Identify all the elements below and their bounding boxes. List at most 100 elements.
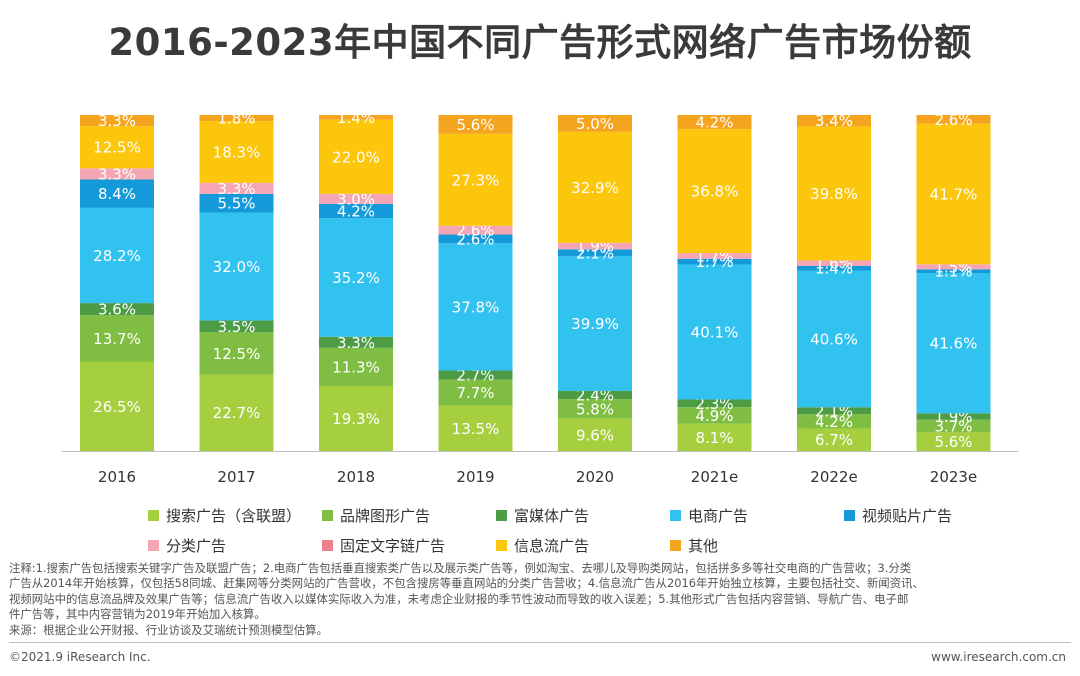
bottom-divider [9, 642, 1071, 643]
data-label: 2.6% [456, 222, 494, 240]
bar-segment [80, 168, 154, 180]
bar-segment [438, 405, 513, 451]
legend-label: 视频贴片广告 [862, 507, 953, 525]
data-label: 11.3% [332, 358, 380, 376]
bar-segment [558, 115, 632, 132]
legend-swatch [496, 510, 507, 521]
bar-segment [797, 126, 871, 261]
data-label: 26.5% [93, 398, 141, 416]
bar-segment [558, 242, 632, 250]
data-label: 2.4% [576, 387, 614, 405]
x-tick-label: 2022e [810, 468, 857, 486]
bar-segment [438, 379, 513, 406]
bar-segment [677, 253, 752, 259]
legend-item: 电商广告 [670, 505, 748, 526]
bar-segment [319, 193, 393, 204]
bar-segment [797, 115, 871, 127]
bar-segment [558, 131, 632, 243]
bar-segment [438, 115, 513, 134]
data-label: 41.7% [930, 186, 978, 204]
legend-swatch [148, 510, 159, 521]
data-label: 3.5% [217, 318, 255, 336]
footnote: 注释:1.搜索广告包括搜索关键字广告及联盟广告；2.电商广告包括垂直搜索类广告以… [9, 561, 1069, 638]
bar-segment [797, 414, 871, 429]
bar-segment [916, 413, 991, 420]
bar-segment [199, 320, 274, 333]
bar-segment [677, 399, 752, 408]
bar-segment [80, 361, 154, 451]
bar-segment [199, 193, 274, 213]
x-tick-label: 2023e [930, 468, 977, 486]
bar-segment [438, 234, 513, 244]
data-label: 3.3% [98, 165, 136, 183]
bar-segment [916, 269, 991, 274]
bar-segment [916, 432, 991, 451]
legend-label: 其他 [688, 537, 719, 555]
footnote-line: 件广告等，其中内容营销为2019年开始加入核算。 [9, 607, 266, 622]
bar-segment [199, 182, 274, 194]
data-label: 12.5% [93, 139, 141, 157]
data-label: 3.3% [337, 334, 375, 352]
legend-item: 搜索广告（含联盟） [148, 505, 301, 526]
data-label: 13.7% [93, 330, 141, 348]
data-label: 22.7% [213, 404, 261, 422]
data-label: 6.7% [815, 431, 853, 449]
x-tick-label: 2019 [456, 468, 494, 486]
legend-swatch [148, 540, 159, 551]
footnote-line: 注释:1.搜索广告包括搜索关键字广告及联盟广告；2.电商广告包括垂直搜索类广告以… [9, 561, 912, 575]
bar-segment [80, 126, 154, 169]
bar-segment [677, 407, 752, 424]
bar-segment [80, 303, 154, 316]
x-tick-label: 2017 [217, 468, 255, 486]
data-label: 3.4% [815, 112, 853, 130]
data-label: 18.3% [213, 143, 261, 161]
bar-segment [80, 207, 154, 304]
data-label: 36.8% [691, 183, 739, 201]
bar-segment [677, 423, 752, 451]
data-label: 2.6% [456, 230, 494, 248]
bar-segment [319, 385, 393, 451]
data-label: 4.9% [695, 407, 733, 425]
data-label: 1.8% [217, 110, 255, 128]
website-url: www.iresearch.com.cn [931, 650, 1066, 664]
data-label: 40.1% [691, 323, 739, 341]
legend-item: 固定文字链广告 [322, 535, 445, 556]
legend-label: 品牌图形广告 [340, 507, 431, 525]
bar-segment [916, 115, 991, 124]
bar-segment [438, 370, 513, 380]
source-line: 来源：根据企业公开财报、行业访谈及艾瑞统计预测模型估算。 [9, 622, 328, 637]
data-label: 3.0% [337, 190, 375, 208]
data-label: 39.8% [810, 185, 858, 203]
data-label: 3.6% [98, 301, 136, 319]
legend-item: 视频贴片广告 [844, 505, 952, 526]
legend-label: 电商广告 [688, 507, 749, 525]
data-label: 12.5% [213, 345, 261, 363]
bar-segment [558, 249, 632, 257]
data-label: 7.7% [456, 384, 494, 402]
legend-label: 搜索广告（含联盟） [166, 507, 302, 525]
data-label: 8.1% [695, 429, 733, 447]
bar-segment [797, 407, 871, 415]
stacked-bar-chart: 26.5% 13.7% 3.6% 28.2% 8.4% 3.3% 12.5% 3.3% 2016… [62, 109, 1018, 486]
legend-label: 分类广告 [166, 537, 227, 555]
data-label: 8.4% [98, 185, 136, 203]
legend-label: 富媒体广告 [514, 507, 590, 525]
bar-segment [797, 270, 871, 408]
bar-segment [199, 374, 274, 451]
data-label: 1.4% [337, 109, 375, 127]
data-label: 37.8% [452, 298, 500, 316]
bar-segment [80, 315, 154, 362]
data-label: 4.2% [695, 114, 733, 132]
data-label: 27.3% [452, 171, 500, 189]
bar-segment [319, 336, 393, 348]
data-label: 3.3% [98, 112, 136, 130]
data-label: 9.6% [576, 426, 614, 444]
bar-segment [797, 428, 871, 451]
legend-label: 固定文字链广告 [340, 537, 446, 555]
bar-segment [677, 264, 752, 400]
data-label: 35.2% [332, 269, 380, 287]
bar-segment [199, 121, 274, 183]
data-label: 3.3% [217, 180, 255, 198]
data-label: 19.3% [332, 410, 380, 428]
data-label: 5.0% [576, 115, 614, 133]
